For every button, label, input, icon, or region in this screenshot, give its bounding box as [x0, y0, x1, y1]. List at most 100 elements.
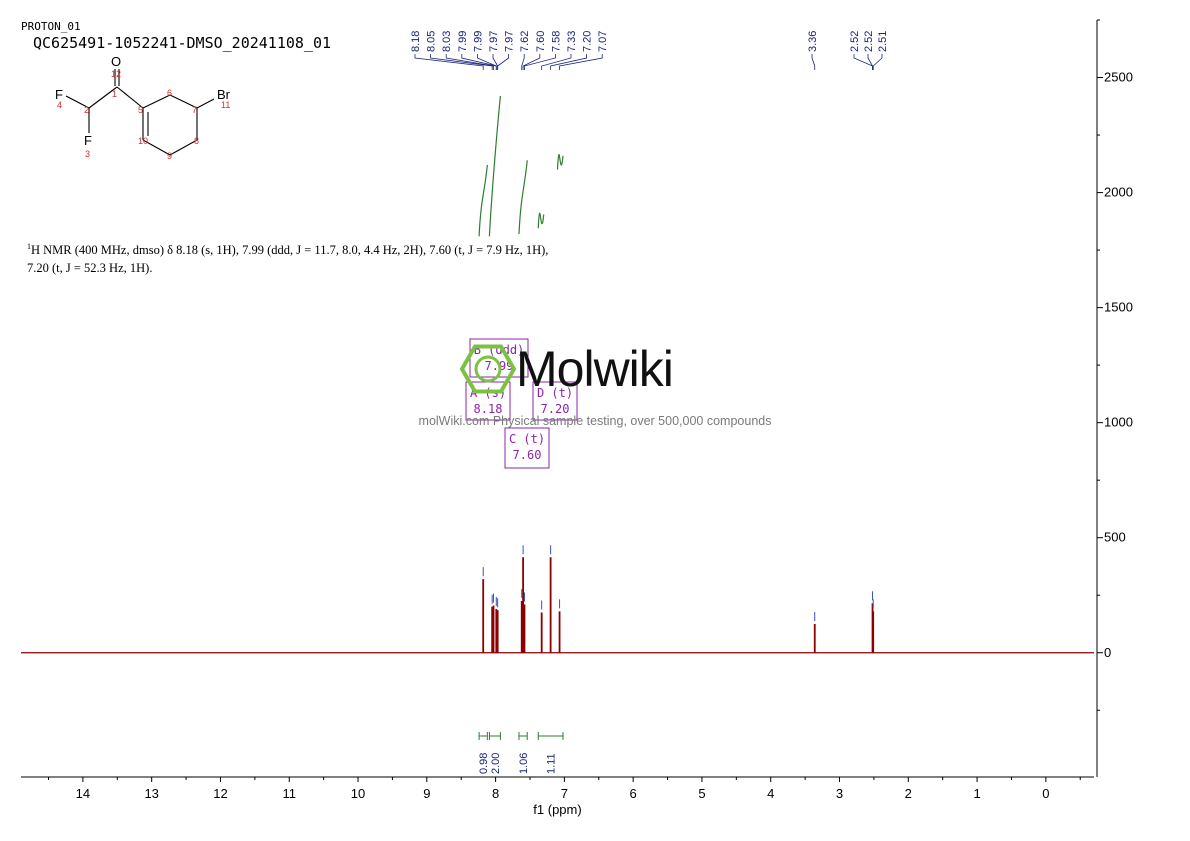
- integral-curve: [518, 160, 528, 235]
- x-tick-label: 13: [144, 786, 158, 801]
- peak-label: 8.18: [410, 31, 422, 52]
- peak-label: 7.62: [519, 31, 531, 52]
- experiment-name: PROTON_01: [21, 20, 81, 33]
- spectrum-layer: [21, 545, 1094, 654]
- peak-label: 7.99: [472, 31, 484, 52]
- watermark-logo: Molwiki: [516, 341, 674, 397]
- peak-label: 7.97: [504, 31, 516, 52]
- atom-number-12: 12: [111, 69, 121, 79]
- atom-number-5: 5: [138, 105, 143, 115]
- atom-number-2: 2: [84, 105, 89, 115]
- peak-label: 7.58: [550, 31, 562, 52]
- y-tick-label: 1000: [1104, 415, 1133, 430]
- multiplet-box: [504, 427, 550, 469]
- atom-number-9: 9: [167, 151, 172, 161]
- x-tick-label: 1: [973, 786, 980, 801]
- nmr-summary: 1H NMR (400 MHz, dmso) δ 8.18 (s, 1H), 7…: [27, 238, 627, 277]
- atom-number-4: 4: [57, 100, 62, 110]
- integral-curve: [537, 212, 545, 229]
- x-tick-label: 2: [905, 786, 912, 801]
- peak-label-leader: [867, 54, 873, 70]
- peak-label-leader: [550, 54, 587, 70]
- y-tick-label: 0: [1104, 645, 1111, 660]
- atom-number-7: 7: [192, 105, 197, 115]
- integral-curve: [556, 154, 564, 170]
- y-tick-label: 500: [1104, 530, 1126, 545]
- x-tick-label: 12: [213, 786, 227, 801]
- peak-label: 7.99: [457, 31, 469, 52]
- logo-hexagon-icon: [459, 344, 517, 394]
- multiplet-shift: 7.20: [541, 402, 570, 416]
- x-tick-label: 5: [698, 786, 705, 801]
- atom-number-1: 1: [112, 89, 117, 99]
- peak-label-leader: [461, 54, 497, 70]
- integral-value: 2.00: [490, 753, 502, 774]
- logo-hexagon-inner: [474, 355, 502, 383]
- multiplet-label: D (t): [537, 386, 573, 400]
- x-tick-label: 14: [76, 786, 90, 801]
- peak-label: 7.07: [597, 31, 609, 52]
- peak-label: 7.60: [535, 31, 547, 52]
- multiplet-shift: 7.60: [513, 448, 542, 462]
- peak-label-layer: 8.18 8.05 8.03 7.99 7.99 7.97 7.97 7.62 7.60 7.58…: [410, 31, 889, 70]
- x-tick-label: 11: [283, 786, 297, 801]
- peak-label: 2.51: [877, 31, 889, 52]
- atom-oxygen: O: [111, 54, 121, 69]
- x-tick-label: 7: [561, 786, 568, 801]
- x-axis-title: f1 (ppm): [533, 802, 581, 817]
- peak-label: 2.52: [863, 31, 875, 52]
- summary-line-1: H NMR (400 MHz, dmso) δ 8.18 (s, 1H), 7.…: [31, 243, 549, 258]
- x-tick-label: 9: [423, 786, 430, 801]
- atom-fluorine-4: F: [55, 87, 63, 102]
- y-tick-label: 2000: [1104, 185, 1133, 200]
- peak-label-leader: [541, 54, 572, 70]
- multiplet-shift: 8.18: [474, 402, 503, 416]
- atom-fluorine-3: F: [84, 133, 92, 148]
- peak-label-leader: [559, 54, 603, 70]
- peak-label-leader: [524, 54, 556, 70]
- peak-label-leader: [476, 54, 497, 70]
- multiplet-label: C (t): [509, 432, 545, 446]
- integral-curves: [478, 95, 564, 237]
- x-tick-label: 8: [492, 786, 499, 801]
- atom-number-11: 11: [221, 100, 230, 110]
- peak-label-leader: [430, 54, 493, 70]
- axis-layer: 14 13 12 11 10 9 8 7 6 5 4 3 2 1 0f1 (ppm)050010001500…: [21, 19, 1133, 817]
- atom-bromine: Br: [217, 87, 231, 102]
- watermark-url: molWiki.com Physical sample testing, ove…: [418, 414, 772, 428]
- summary-line-2: 7.20 (t, J = 52.3 Hz, 1H).: [27, 261, 153, 276]
- atom-number-6: 6: [167, 88, 172, 98]
- integral-value: 1.11: [546, 753, 558, 774]
- x-tick-label: 10: [351, 786, 365, 801]
- peak-label-leader: [811, 54, 816, 70]
- peak-label: 7.33: [566, 31, 578, 52]
- integral-value: 0.98: [478, 753, 490, 774]
- peak-label-leader: [853, 54, 873, 70]
- peak-label-leader: [414, 54, 484, 70]
- molecule-structure: O 12 F 4 F 3 Br 11 1 2 5 6 7 8 9 10: [55, 54, 231, 161]
- peak-label: 8.05: [426, 31, 438, 52]
- integral-layer: 0.98 2.00 1.06 1.11: [478, 732, 564, 774]
- summary-isotope: 1: [27, 242, 31, 251]
- y-tick-label: 1500: [1104, 300, 1133, 315]
- sample-id: QC625491-1052241-DMSO_20241108_01: [33, 34, 332, 52]
- peak-label: 3.36: [807, 31, 819, 52]
- integral-value: 1.06: [518, 753, 530, 774]
- x-tick-label: 6: [630, 786, 637, 801]
- atom-number-8: 8: [194, 136, 199, 146]
- peak-label: 7.20: [582, 31, 594, 52]
- peak-label-leader: [872, 54, 883, 70]
- peak-label-leader: [521, 54, 525, 70]
- atom-number-3: 3: [85, 149, 90, 159]
- atom-number-10: 10: [138, 136, 148, 146]
- integral-curve: [478, 164, 488, 237]
- logo-hexagon-outer: [459, 344, 517, 394]
- multiplet-box: [532, 381, 578, 421]
- x-tick-label: 4: [767, 786, 774, 801]
- y-tick-label: 2500: [1104, 70, 1133, 85]
- peak-label-leader: [497, 54, 510, 70]
- peak-label: 7.97: [488, 31, 500, 52]
- peak-label: 8.03: [441, 31, 453, 52]
- x-tick-label: 0: [1042, 786, 1049, 801]
